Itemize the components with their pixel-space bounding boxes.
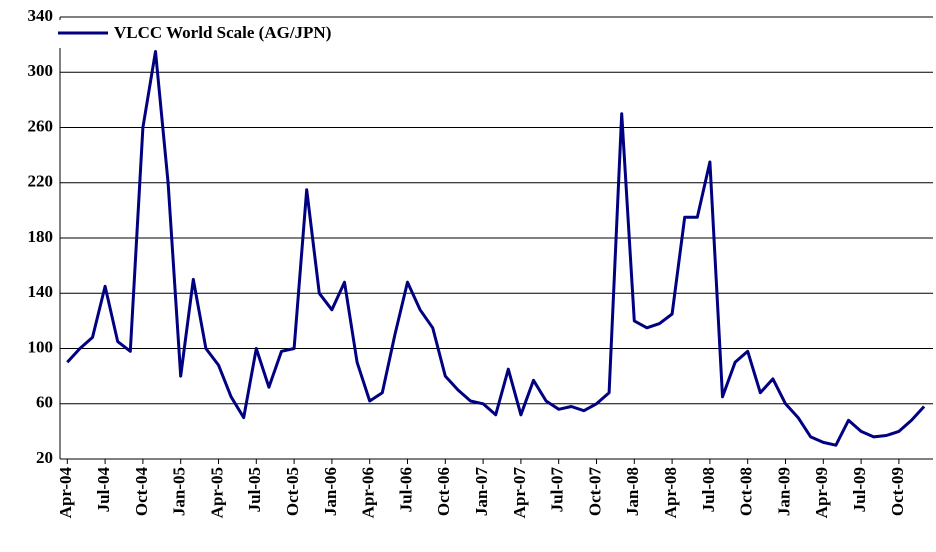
x-tick-label: Jul-07 (548, 467, 567, 513)
x-tick-label: Oct-09 (888, 467, 907, 516)
legend-box (52, 20, 472, 48)
legend-label: VLCC World Scale (AG/JPN) (114, 23, 331, 42)
x-tick-label: Apr-09 (812, 467, 831, 518)
x-tick-label: Apr-04 (56, 467, 75, 519)
x-tick-label: Jul-09 (850, 467, 869, 512)
y-tick-label: 180 (28, 227, 54, 246)
x-tick-label: Jan-08 (623, 467, 642, 516)
x-tick-label: Apr-08 (661, 467, 680, 518)
x-tick-label: Oct-06 (434, 467, 453, 516)
x-tick-label: Oct-08 (737, 467, 756, 516)
y-tick-label: 220 (28, 172, 54, 191)
y-tick-label: 100 (28, 337, 54, 356)
x-tick-label: Jan-09 (774, 467, 793, 516)
x-tick-label: Oct-04 (132, 467, 151, 517)
y-tick-label: 340 (28, 6, 54, 25)
x-tick-label: Apr-07 (510, 467, 529, 519)
x-tick-label: Jul-04 (94, 467, 113, 513)
y-tick-label: 300 (28, 61, 54, 80)
x-tick-label: Oct-07 (585, 467, 604, 517)
x-tick-label: Jul-05 (245, 467, 264, 512)
y-tick-label: 140 (28, 282, 54, 301)
x-tick-label: Jul-08 (699, 467, 718, 512)
x-tick-label: Jan-07 (472, 467, 491, 517)
y-tick-label: 260 (28, 116, 54, 135)
x-tick-label: Apr-05 (207, 467, 226, 518)
y-tick-label: 60 (36, 393, 53, 412)
x-tick-label: Jan-05 (170, 467, 189, 516)
x-tick-label: Oct-05 (283, 467, 302, 516)
x-tick-label: Jan-06 (321, 467, 340, 516)
x-tick-label: Jul-06 (396, 467, 415, 512)
y-tick-label: 20 (36, 448, 53, 467)
x-tick-label: Apr-06 (359, 467, 378, 518)
data-line (66, 50, 926, 447)
